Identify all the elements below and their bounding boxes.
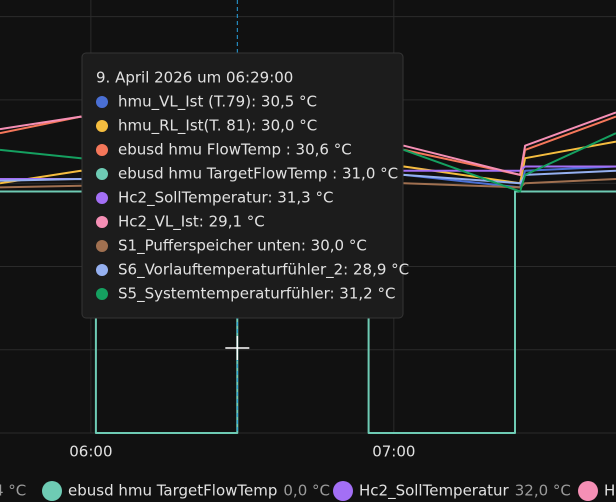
plot: 06:00 07:00 — [0, 0, 616, 461]
legend-value: 32,0 °C — [515, 482, 571, 500]
tooltip-item: Hc2_SollTemperatur: 31,3 °C — [118, 189, 333, 208]
tooltip-dot — [96, 192, 108, 204]
tooltip-dot — [96, 216, 108, 228]
tooltip-item: hmu_VL_Ist (T.79): 30,5 °C — [118, 93, 317, 112]
tooltip-item: S1_Pufferspeicher unten: 30,0 °C — [118, 237, 367, 256]
tooltip-dot — [96, 168, 108, 180]
tooltip-item: S5_Systemtemperaturfühler: 31,2 °C — [118, 285, 395, 304]
legend-dot[interactable] — [42, 481, 62, 501]
tooltip-dot — [96, 96, 108, 108]
legend-label[interactable]: Hc2_SollTemperatur — [359, 482, 510, 501]
legend-label[interactable]: ebusd hmu TargetFlowTemp — [68, 482, 277, 500]
tooltip-dot — [96, 144, 108, 156]
series-line — [0, 132, 616, 193]
tooltip-box — [81, 52, 404, 319]
tooltip-dot — [96, 240, 108, 252]
tooltip-dot — [96, 264, 108, 276]
tooltip-item: Hc2_VL_Ist: 29,1 °C — [118, 213, 265, 232]
legend: 4 °C ebusd hmu TargetFlowTemp 0,0 °C Hc2_So… — [0, 481, 616, 501]
legend-value: 4 °C — [0, 482, 26, 500]
tooltip: 9. April 2026 um 06:29:00 hmu_VL_Ist (T.7… — [81, 52, 409, 319]
tooltip-title: 9. April 2026 um 06:29:00 — [96, 69, 293, 87]
legend-dot[interactable] — [578, 481, 598, 501]
series-line — [0, 111, 616, 192]
x-tick-label: 07:00 — [372, 443, 415, 461]
tooltip-item: S6_Vorlauftemperaturfühler_2: 28,9 °C — [118, 261, 409, 280]
tooltip-dot — [96, 288, 108, 300]
legend-value: 0,0 °C — [283, 482, 330, 500]
tooltip-item: ebusd hmu TargetFlowTemp : 31,0 °C — [118, 165, 398, 183]
tooltip-item: hmu_RL_Ist(T. 81): 30,0 °C — [118, 117, 317, 136]
x-tick-label: 06:00 — [69, 443, 112, 461]
crosshair — [225, 336, 250, 360]
legend-label[interactable]: Hc2_VL_Ist — [604, 482, 616, 501]
legend-dot[interactable] — [333, 481, 353, 501]
series-line — [0, 140, 616, 185]
tooltip-item: ebusd hmu FlowTemp : 30,6 °C — [118, 141, 352, 159]
tooltip-dot — [96, 120, 108, 132]
series-line — [0, 178, 616, 189]
